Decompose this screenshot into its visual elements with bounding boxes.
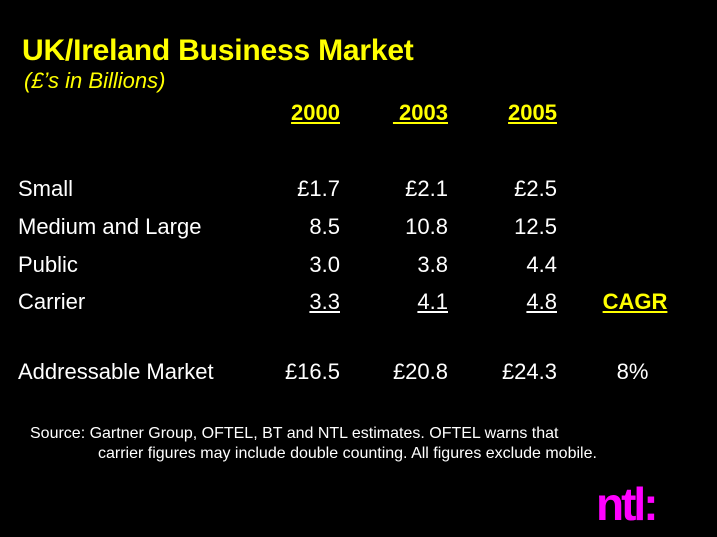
cell-addressable-2005: £24.3 <box>501 359 557 384</box>
row-label-addressable-market: Addressable Market <box>18 359 214 384</box>
cagr-header: CAGR <box>602 289 668 314</box>
cell-medium-2005: 12.5 <box>514 214 557 239</box>
cell-addressable-2000: £16.5 <box>284 359 340 384</box>
cell-medium-2000: 8.5 <box>309 214 340 239</box>
cell-small-2003: £2.1 <box>405 176 448 201</box>
year-header-2000: 2000 <box>291 100 340 125</box>
cell-carrier-2003: 4.1 <box>417 289 448 314</box>
row-label-public: Public <box>18 252 78 277</box>
row-label-carrier: Carrier <box>18 289 86 314</box>
row-label-medium-large: Medium and Large <box>18 214 202 239</box>
cagr-value: 8% <box>616 359 649 384</box>
cell-carrier-2000: 3.3 <box>309 289 340 314</box>
cell-public-2003: 3.8 <box>417 252 448 277</box>
slide-title: UK/Ireland Business Market <box>22 34 414 67</box>
year-header-2003: 2003 <box>392 100 448 125</box>
cell-public-2000: 3.0 <box>309 252 340 277</box>
cell-medium-2003: 10.8 <box>405 214 448 239</box>
cell-carrier-2005: 4.8 <box>526 289 557 314</box>
ntl-logo: ntl: <box>596 478 658 530</box>
cell-small-2005: £2.5 <box>514 176 557 201</box>
source-note-line2: carrier figures may include double count… <box>98 445 597 462</box>
source-note-line1: Source: Gartner Group, OFTEL, BT and NTL… <box>30 425 559 442</box>
slide-subtitle: (£’s in Billions) <box>24 68 166 93</box>
row-label-small: Small <box>18 176 74 201</box>
cell-small-2000: £1.7 <box>297 176 340 201</box>
cell-public-2005: 4.4 <box>526 252 557 277</box>
year-header-2005: 2005 <box>508 100 557 125</box>
source-note: Source: Gartner Group, OFTEL, BT and NTL… <box>30 424 597 464</box>
cell-addressable-2003: £20.8 <box>392 359 448 384</box>
